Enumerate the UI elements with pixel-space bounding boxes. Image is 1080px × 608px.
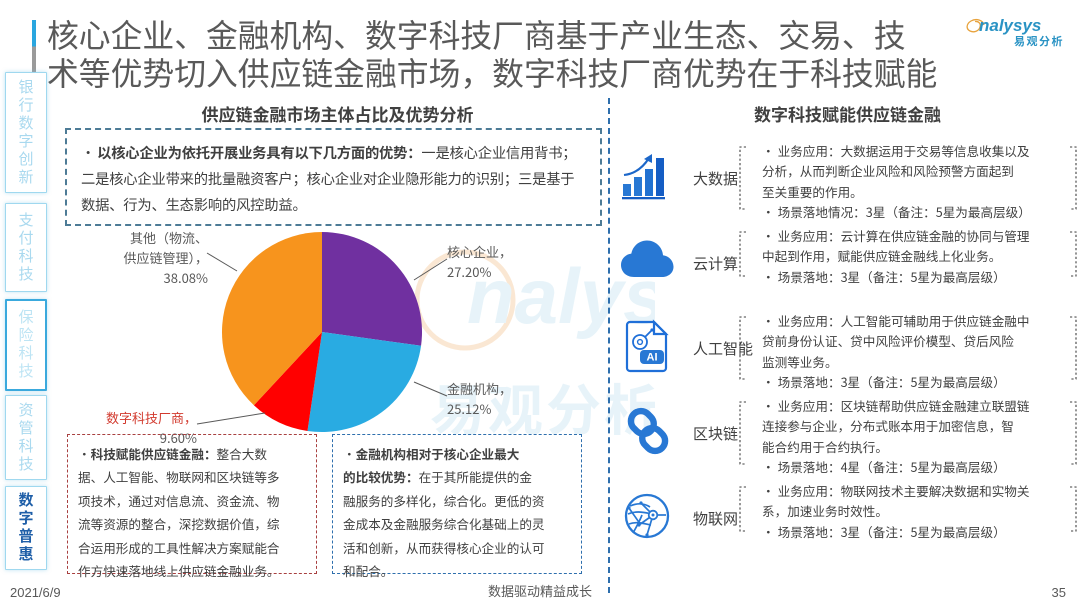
svg-text:AI: AI	[647, 352, 658, 364]
